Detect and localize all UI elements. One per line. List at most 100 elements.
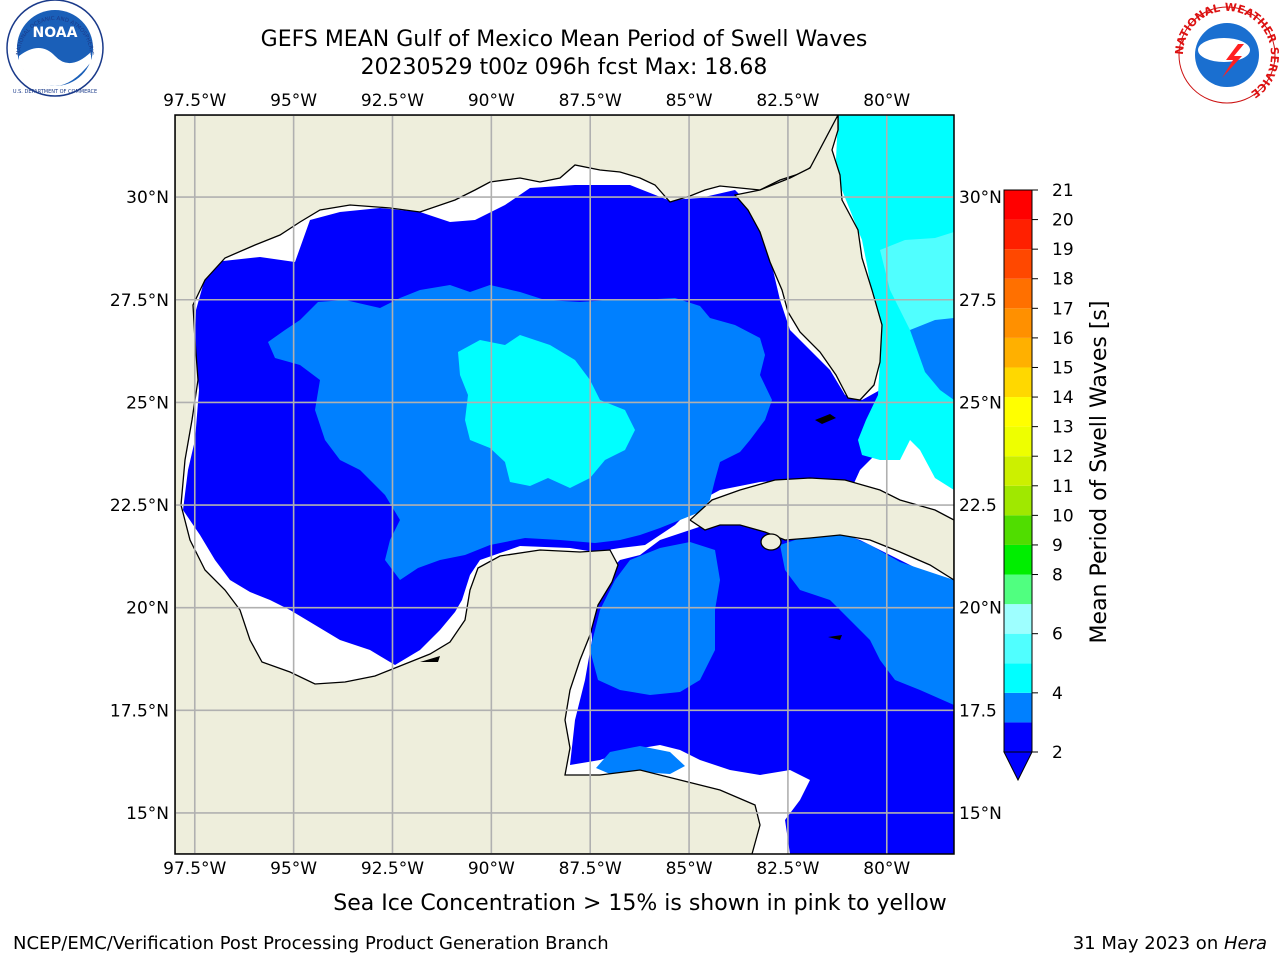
y-tick-label-left: 22.5°N [110, 496, 169, 516]
colorbar-segment-13 [1004, 397, 1032, 427]
colorbar-segment-7 [1004, 574, 1032, 605]
colorbar-segment-16 [1004, 308, 1032, 338]
y-tick-label-left: 27.5°N [110, 291, 169, 311]
colorbar-segment-3 [1004, 692, 1032, 723]
noaa-bottom-text: U.S. DEPARTMENT OF COMMERCE [13, 89, 97, 95]
colorbar-segment-12 [1004, 426, 1032, 457]
colorbar-segment-6 [1004, 604, 1032, 634]
land-cayman [828, 635, 842, 640]
colorbar-label: Mean Period of Swell Waves [s] [1087, 301, 1112, 644]
colorbar-extend-min [1003, 751, 1033, 782]
colorbar-tick-label: 15 [1052, 358, 1074, 378]
colorbar-tick-label: 8 [1052, 566, 1063, 586]
colorbar-tick-label: 10 [1052, 506, 1074, 526]
nws-lightning-icon [1222, 44, 1244, 78]
colorbar-tick-label: 14 [1052, 388, 1074, 408]
y-tick-label-left: 17.5°N [110, 701, 169, 721]
x-tick-label-bottom: 95°W [270, 859, 317, 879]
contour-band-4-6-honduras [596, 746, 685, 774]
colorbar-tick-label: 4 [1052, 684, 1063, 704]
footer-date: 31 May 2023 on Hera [1073, 933, 1267, 954]
colorbar-tick-label: 19 [1052, 240, 1074, 260]
nws-logo: NATIONAL WEATHER SERVICE [1173, 1, 1280, 104]
land-keys [815, 414, 836, 424]
colorbar-tick-label: 20 [1052, 211, 1074, 231]
colorbar-tick-label: 11 [1052, 477, 1074, 497]
colorbar-segment-4 [1004, 663, 1032, 693]
footer-machine: Hera [1223, 933, 1267, 954]
colorbar-segment-11 [1004, 456, 1032, 486]
colorbar-tick-label: 17 [1052, 299, 1074, 319]
footer-date-text: 31 May 2023 on [1072, 933, 1224, 954]
colorbar-segment-18 [1004, 249, 1032, 279]
nws-cloud-icon [1198, 38, 1250, 62]
colorbar-segment-5 [1004, 633, 1032, 664]
map-area [175, 115, 954, 854]
y-tick-label-left: 25°N [126, 393, 169, 413]
contour-band-4-6-caribbean [780, 532, 954, 705]
colorbar-tick-label: 18 [1052, 270, 1074, 290]
x-tick-label-top: 80°W [863, 91, 910, 111]
x-tick-label-top: 82.5°W [756, 91, 819, 111]
colorbar-segment-10 [1004, 485, 1032, 516]
colorbar-segment-20 [1004, 190, 1032, 220]
axis-tick-labels: 97.5°W 97.5°W 95°W 95°W 92.5°W 92.5°W 90°W 90°W… [110, 91, 1002, 879]
contour-band-4-6-yucatan [590, 542, 720, 695]
colorbar-segment-15 [1004, 337, 1032, 368]
y-tick-label-left: 20°N [126, 599, 169, 619]
colorbar-tick-label: 16 [1052, 329, 1074, 349]
colorbar: 2 4 6 8 9 10 11 12 13 14 15 16 17 18 19 20 21 [1003, 181, 1074, 782]
contour-band-atlantic-blue [910, 318, 954, 400]
y-tick-label-left: 30°N [126, 188, 169, 208]
map-frame [174, 114, 955, 855]
x-tick-label-top: 87.5°W [559, 91, 622, 111]
colorbar-segment-17 [1004, 278, 1032, 309]
y-tick-label-right: 30°N [959, 188, 1002, 208]
colorbar-segment-8 [1004, 544, 1032, 575]
y-tick-label-right: 25°N [959, 393, 1002, 413]
x-tick-label-bottom: 87.5°W [559, 859, 622, 879]
x-tick-label-bottom: 90°W [468, 859, 515, 879]
x-tick-label-bottom: 80°W [863, 859, 910, 879]
map-grid [175, 115, 954, 854]
footer-credit: NCEP/EMC/Verification Post Processing Pr… [13, 933, 609, 954]
colorbar-tick-label: 2 [1052, 743, 1063, 763]
y-tick-label-right: 20°N [959, 599, 1002, 619]
x-tick-label-top: 85°W [666, 91, 713, 111]
x-tick-label-bottom: 85°W [666, 859, 713, 879]
colorbar-segment-19 [1004, 219, 1032, 250]
y-tick-label-right: 22.5 [959, 496, 997, 516]
colorbar-tick-label: 12 [1052, 447, 1074, 467]
colorbar-tick-label: 9 [1052, 536, 1063, 556]
chart-subtitle-run: 20230529 t00z 096h fcst Max: 18.68 [360, 55, 768, 80]
x-tick-label-top: 90°W [468, 91, 515, 111]
land-mexico [175, 115, 839, 854]
y-tick-label-right: 17.5 [959, 701, 997, 721]
x-tick-label-bottom: 97.5°W [163, 859, 226, 879]
colorbar-tick-label: 13 [1052, 418, 1074, 438]
y-tick-label-right: 27.5 [959, 291, 997, 311]
colorbar-frame [1003, 189, 1033, 753]
x-tick-label-bottom: 92.5°W [361, 859, 424, 879]
noaa-bird-icon [19, 48, 91, 86]
colorbar-segment-9 [1004, 515, 1032, 545]
noaa-logo-text: NOAA [33, 25, 78, 41]
land-isla-de-juventud [760, 533, 782, 551]
x-tick-label-top: 95°W [270, 91, 317, 111]
x-tick-label-bottom: 82.5°W [756, 859, 819, 879]
noaa-logo: NOAA NATIONAL OCEANIC AND ATMOSPHERIC AD… [0, 0, 104, 97]
colorbar-segment-2 [1004, 722, 1032, 752]
x-tick-label-top: 97.5°W [163, 91, 226, 111]
colorbar-segment-14 [1004, 367, 1032, 398]
sea-ice-note: Sea Ice Concentration > 15% is shown in … [333, 891, 947, 916]
colorbar-tick-label: 21 [1052, 181, 1074, 201]
land-cuba [688, 477, 954, 581]
colorbar-tick-label: 6 [1052, 625, 1063, 645]
x-tick-label-top: 92.5°W [361, 91, 424, 111]
y-tick-label-left: 15°N [126, 804, 169, 824]
y-tick-label-right: 15°N [959, 804, 1002, 824]
contour-band-atlantic [836, 115, 954, 490]
chart-title: GEFS MEAN Gulf of Mexico Mean Period of … [260, 27, 868, 52]
land-campeche-islands [420, 656, 440, 662]
